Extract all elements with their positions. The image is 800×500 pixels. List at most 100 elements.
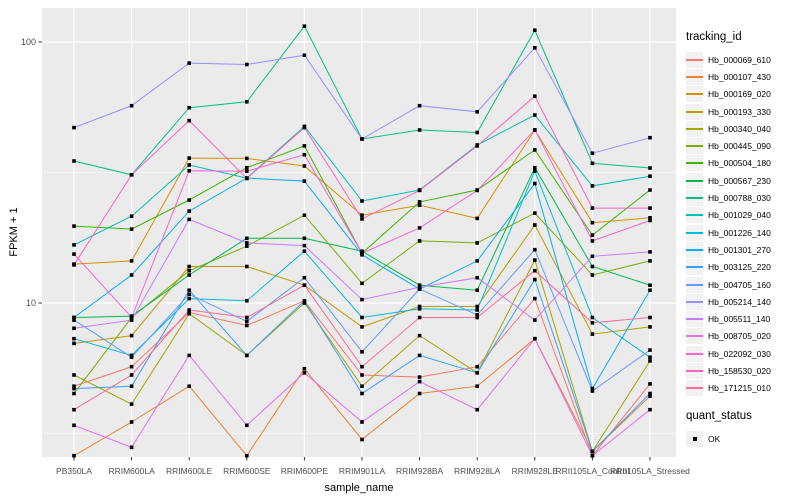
legend-label: Hb_022092_030 [708, 348, 771, 359]
y-axis-title: FPKM + 1 [8, 207, 20, 257]
svg-text:PB350LA: PB350LA [56, 466, 92, 476]
legend-item: Hb_005214_140 [686, 293, 800, 310]
legend-label: Hb_000169_020 [708, 89, 771, 100]
svg-text:RRII105LA_Stressed: RRII105LA_Stressed [610, 466, 690, 476]
legend-label: Hb_003125_220 [708, 262, 771, 273]
legend-key-line [686, 197, 703, 200]
legend-label: Hb_000788_030 [708, 193, 771, 204]
legend-key-line [686, 145, 703, 148]
legend-key [686, 172, 703, 189]
legend-title-tracking-id: tracking_id [686, 31, 742, 43]
legend-item: Hb_008705_020 [686, 328, 800, 345]
legend-key [686, 120, 703, 137]
legend-label: Hb_004705_160 [708, 279, 771, 290]
legend-key [686, 362, 703, 379]
legend-label: Hb_000504_180 [708, 158, 771, 169]
legend-item: Hb_000193_330 [686, 103, 800, 120]
legend-key-line [686, 58, 703, 61]
y-tick-label-100: 100 [20, 37, 36, 47]
svg-text:RRIM928BA: RRIM928BA [396, 466, 444, 476]
svg-text:RRIM600PE: RRIM600PE [281, 466, 329, 476]
legend-key [686, 207, 703, 224]
legend-key [686, 259, 703, 276]
legend-key [686, 380, 703, 397]
legend-key-line [686, 387, 703, 390]
legend-title-quant-status: quant_status [686, 409, 752, 422]
legend-item: Hb_000504_180 [686, 155, 800, 172]
legend-key-line [686, 214, 703, 217]
legend-label: Hb_001029_040 [708, 210, 771, 221]
svg-text:RRIM600SE: RRIM600SE [223, 466, 271, 476]
legend-label: Hb_005511_140 [708, 314, 771, 325]
legend-key-line [686, 110, 703, 113]
legend-item: Hb_001029_040 [686, 207, 800, 224]
legend-item: Hb_022092_030 [686, 345, 800, 362]
legend-key-line [686, 318, 703, 321]
legend-key [686, 276, 703, 293]
legend-label: Hb_000069_610 [708, 54, 771, 65]
legend-label: Hb_000193_330 [708, 106, 771, 117]
legend-item-ok: OK [686, 430, 800, 447]
legend-key-line [686, 248, 703, 251]
legend-key [686, 155, 703, 172]
legend-item: Hb_000340_040 [686, 120, 800, 137]
legend-label: Hb_008705_020 [708, 331, 771, 342]
y-tick-label-10: 10 [25, 298, 36, 308]
svg-text:RRIM600LE: RRIM600LE [166, 466, 213, 476]
legend-item: Hb_158530_020 [686, 362, 800, 379]
legend-key [686, 224, 703, 241]
legend-label: Hb_000340_040 [708, 123, 771, 134]
legend-key-line [686, 127, 703, 130]
legend-item: Hb_000788_030 [686, 189, 800, 207]
legend-item: Hb_000107_430 [686, 68, 800, 85]
legend-key-line [686, 266, 703, 269]
svg-text:RRIM928LA: RRIM928LA [454, 466, 501, 476]
legend-key [686, 241, 703, 258]
legend-item: Hb_003125_220 [686, 259, 800, 276]
legend-key [686, 138, 703, 155]
svg-text:RRIM901LA: RRIM901LA [339, 466, 386, 476]
legend-key-line [686, 283, 703, 286]
legend-key [686, 86, 703, 103]
legend-key-line [686, 93, 703, 96]
legend-key [686, 190, 703, 207]
legend-item: Hb_001226_140 [686, 224, 800, 241]
ok-point-swatch [692, 436, 697, 441]
legend-label: Hb_158530_020 [708, 365, 771, 376]
legend-key [686, 103, 703, 120]
legend-item: Hb_005511_140 [686, 310, 800, 328]
legend-label: Hb_001301_270 [708, 244, 771, 255]
legend-item: Hb_000169_020 [686, 86, 800, 103]
legend-item: Hb_171215_010 [686, 380, 800, 397]
legend-items: Hb_000069_610 Hb_000107_430 Hb_000169_020 H… [686, 51, 800, 397]
legend-key [686, 293, 703, 310]
legend-key-line [686, 335, 703, 338]
legend-key [686, 51, 703, 68]
legend-label: Hb_001226_140 [708, 227, 771, 238]
legend-item: Hb_000567_230 [686, 172, 800, 189]
legend-key [686, 328, 703, 345]
legend-key-line [686, 231, 703, 234]
legend-key-line [686, 352, 703, 355]
legend-label: Hb_000445_090 [708, 141, 771, 152]
svg-text:RRIM600LA: RRIM600LA [108, 466, 155, 476]
legend-label: Hb_005214_140 [708, 296, 771, 307]
legend: tracking_id Hb_000069_610 Hb_000107_430 Hb… [686, 30, 800, 447]
legend-label: Hb_000107_430 [708, 71, 771, 82]
legend-key-line [686, 300, 703, 303]
legend-key-line [686, 369, 703, 372]
svg-text:RRII105LA_Control: RRII105LA_Control [556, 466, 630, 476]
legend-label: Hb_000567_230 [708, 175, 771, 186]
legend-key-line [686, 162, 703, 165]
legend-key [686, 68, 703, 85]
legend-item: Hb_004705_160 [686, 276, 800, 293]
legend-key-line [686, 75, 703, 78]
legend-key-line [686, 179, 703, 182]
x-axis-title: sample_name [324, 482, 394, 494]
legend-key [686, 311, 703, 328]
legend-label: Hb_171215_010 [708, 383, 771, 394]
legend-key [686, 345, 703, 362]
svg-text:RRIM928LE: RRIM928LE [512, 466, 559, 476]
